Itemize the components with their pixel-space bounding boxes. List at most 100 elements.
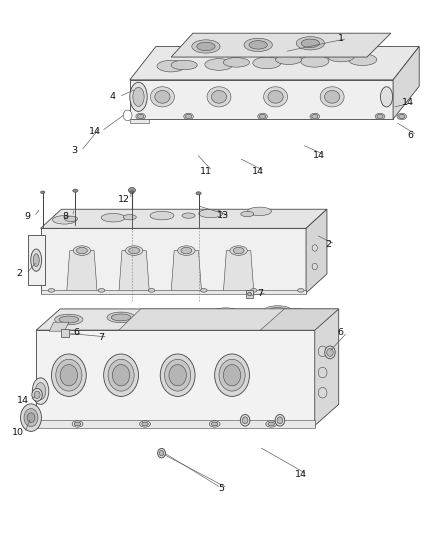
Ellipse shape [31,249,42,271]
Ellipse shape [155,91,170,103]
Ellipse shape [56,359,82,391]
Ellipse shape [327,349,333,357]
Ellipse shape [310,114,320,119]
Ellipse shape [399,114,405,118]
Ellipse shape [169,365,186,386]
Ellipse shape [268,308,288,314]
Ellipse shape [130,82,147,111]
Ellipse shape [123,215,136,220]
Ellipse shape [101,214,125,222]
Ellipse shape [35,383,46,400]
Ellipse shape [212,422,218,426]
Ellipse shape [212,308,240,318]
Ellipse shape [148,288,155,292]
Ellipse shape [77,247,87,254]
Polygon shape [260,309,339,330]
Ellipse shape [171,60,197,70]
Ellipse shape [320,87,344,107]
Ellipse shape [34,391,40,399]
Text: 13: 13 [217,211,230,220]
Ellipse shape [216,310,235,317]
Text: 6: 6 [338,328,344,337]
Ellipse shape [113,365,130,386]
Ellipse shape [241,212,254,216]
Ellipse shape [27,413,35,422]
Text: 2: 2 [17,269,23,278]
Ellipse shape [184,114,193,119]
Text: 4: 4 [110,92,115,101]
Ellipse shape [125,246,143,255]
Ellipse shape [111,314,131,321]
Ellipse shape [165,359,191,391]
Ellipse shape [325,91,340,103]
Polygon shape [393,46,419,119]
Ellipse shape [251,288,257,292]
Text: 14: 14 [17,395,29,405]
Ellipse shape [181,247,192,254]
Ellipse shape [247,207,272,216]
Polygon shape [119,309,302,330]
Ellipse shape [249,41,267,49]
Ellipse shape [55,314,83,325]
Text: 11: 11 [200,166,212,175]
Ellipse shape [268,91,283,103]
Ellipse shape [178,246,195,255]
Ellipse shape [98,288,105,292]
Text: 6: 6 [407,131,413,140]
Polygon shape [41,209,327,228]
Ellipse shape [104,354,138,397]
Ellipse shape [129,247,140,254]
Ellipse shape [266,421,277,427]
Ellipse shape [219,359,245,391]
Ellipse shape [163,312,183,319]
Polygon shape [28,235,45,285]
Ellipse shape [223,365,241,386]
FancyBboxPatch shape [246,290,253,298]
Ellipse shape [209,421,220,427]
Ellipse shape [207,87,231,107]
Polygon shape [315,309,339,425]
Ellipse shape [133,87,144,107]
Polygon shape [130,46,419,80]
Polygon shape [223,251,254,293]
Ellipse shape [268,422,275,426]
Ellipse shape [296,37,325,50]
Ellipse shape [140,421,150,427]
Ellipse shape [21,404,42,431]
Text: 12: 12 [118,195,130,204]
Ellipse shape [258,114,267,119]
Polygon shape [171,251,201,293]
Ellipse shape [159,310,187,320]
Ellipse shape [32,389,42,401]
Ellipse shape [377,114,383,118]
Polygon shape [49,322,69,331]
Polygon shape [171,33,391,57]
Ellipse shape [48,288,55,292]
Text: 14: 14 [403,98,414,107]
Text: 5: 5 [218,483,224,492]
Ellipse shape [276,55,302,64]
Ellipse shape [264,306,292,317]
Ellipse shape [259,114,265,118]
Ellipse shape [312,263,318,270]
Ellipse shape [253,57,281,69]
Text: 14: 14 [313,151,325,160]
Text: 14: 14 [295,470,307,479]
Text: 10: 10 [12,429,24,438]
Ellipse shape [240,415,250,426]
Ellipse shape [328,52,354,62]
Ellipse shape [53,216,77,224]
Ellipse shape [160,354,195,397]
Polygon shape [119,251,149,293]
Text: 8: 8 [63,212,69,221]
Ellipse shape [158,448,166,458]
Text: 14: 14 [252,166,264,175]
Ellipse shape [381,87,392,107]
Ellipse shape [130,191,134,194]
Ellipse shape [185,114,191,118]
Ellipse shape [150,87,174,107]
Ellipse shape [212,91,226,103]
Polygon shape [36,420,315,428]
Ellipse shape [59,316,79,323]
Ellipse shape [247,292,251,296]
